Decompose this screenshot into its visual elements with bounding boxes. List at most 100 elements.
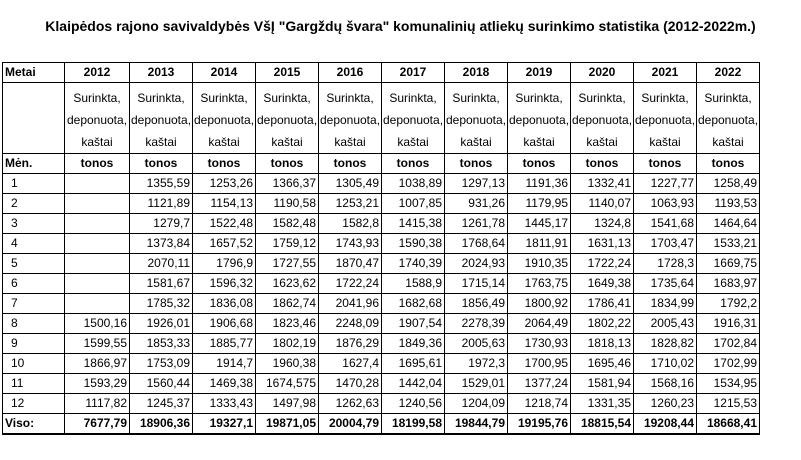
value-cell	[64, 213, 130, 234]
total-cell: 18906,36	[129, 413, 193, 435]
value-cell	[64, 253, 130, 274]
month-cell: 1	[2, 173, 65, 194]
month-cell: 4	[2, 233, 65, 254]
value-cell: 1063,93	[633, 193, 697, 214]
unit-cell: tonos	[129, 153, 193, 174]
year-header-2019: 2019	[507, 62, 571, 83]
value-cell: 1215,53	[696, 393, 760, 414]
value-cell: 1759,12	[255, 233, 319, 254]
description-cell: Surinkta, deponuota, kaštai	[444, 82, 508, 154]
value-cell: 1695,46	[570, 353, 634, 374]
value-cell: 1866,97	[64, 353, 130, 374]
month-cell: 7	[2, 293, 65, 314]
value-cell: 1500,16	[64, 313, 130, 334]
unit-cell: tonos	[696, 153, 760, 174]
year-header-2022: 2022	[696, 62, 760, 83]
value-cell: 1373,84	[129, 233, 193, 254]
value-cell: 1596,32	[192, 273, 256, 294]
value-cell: 1735,64	[633, 273, 697, 294]
value-cell: 1870,47	[318, 253, 382, 274]
month-cell: 10	[2, 353, 65, 374]
value-cell: 1743,93	[318, 233, 382, 254]
value-cell: 1786,41	[570, 293, 634, 314]
value-cell: 1910,35	[507, 253, 571, 274]
value-cell	[64, 233, 130, 254]
value-cell: 1740,39	[381, 253, 445, 274]
page-title: Klaipėdos rajono savivaldybės VšĮ "Gargž…	[45, 18, 756, 34]
description-cell: Surinkta, deponuota, kaštai	[255, 82, 319, 154]
value-cell: 1885,77	[192, 333, 256, 354]
total-cell: 18815,54	[570, 413, 634, 435]
unit-cell: tonos	[318, 153, 382, 174]
value-cell: 1533,21	[696, 233, 760, 254]
value-cell: 1700,95	[507, 353, 571, 374]
value-cell: 1856,49	[444, 293, 508, 314]
value-cell: 1695,61	[381, 353, 445, 374]
value-cell: 1121,89	[129, 193, 193, 214]
value-cell: 1802,19	[255, 333, 319, 354]
value-cell: 1154,13	[192, 193, 256, 214]
value-cell: 1649,38	[570, 273, 634, 294]
value-cell: 1140,07	[570, 193, 634, 214]
value-cell: 1470,28	[318, 373, 382, 394]
table-row: 11 1593,29 1560,44 1469,38 1674,575 1470,28 14…	[2, 373, 760, 394]
value-cell: 1768,64	[444, 233, 508, 254]
unit-cell: tonos	[255, 153, 319, 174]
value-cell: 1800,92	[507, 293, 571, 314]
value-cell: 1823,46	[255, 313, 319, 334]
total-cell: 19327,1	[192, 413, 256, 435]
year-header-2017: 2017	[381, 62, 445, 83]
value-cell: 1906,68	[192, 313, 256, 334]
table-row: 12 1117,82 1245,37 1333,43 1497,98 1262,63 124…	[2, 393, 760, 414]
year-header-2018: 2018	[444, 62, 508, 83]
value-cell: 1916,31	[696, 313, 760, 334]
value-cell: 1907,54	[381, 313, 445, 334]
value-cell: 1599,55	[64, 333, 130, 354]
value-cell: 1204,09	[444, 393, 508, 414]
year-header-2020: 2020	[570, 62, 634, 83]
value-cell	[64, 273, 130, 294]
value-cell: 1305,49	[318, 173, 382, 194]
value-cell: 2041,96	[318, 293, 382, 314]
table-row: 3 1279,7 1522,48 1582,48 1582,8 1415,38 1261,7…	[2, 213, 760, 234]
value-cell: 1262,63	[318, 393, 382, 414]
year-header-2014: 2014	[192, 62, 256, 83]
value-cell: 1849,36	[381, 333, 445, 354]
unit-cell: tonos	[570, 153, 634, 174]
value-cell: 1218,74	[507, 393, 571, 414]
value-cell: 1926,01	[129, 313, 193, 334]
table-row: 8 1500,16 1926,01 1906,68 1823,46 2248,09 1907…	[2, 313, 760, 334]
table-row: 7 1785,32 1836,08 1862,74 2041,96 1682,68 1856…	[2, 293, 760, 314]
value-cell: 1534,95	[696, 373, 760, 394]
unit-row-label: Mėn.	[2, 153, 65, 174]
unit-cell: tonos	[192, 153, 256, 174]
year-header-2015: 2015	[255, 62, 319, 83]
value-cell: 1191,36	[507, 173, 571, 194]
year-header-2012: 2012	[64, 62, 130, 83]
month-cell: 12	[2, 393, 65, 414]
value-cell: 1560,44	[129, 373, 193, 394]
value-cell: 1669,75	[696, 253, 760, 274]
statistics-table: Metai 2012 2013 2014 2015 2016 2017 2018 2019 20…	[2, 62, 760, 435]
value-cell: 1593,29	[64, 373, 130, 394]
value-cell: 1355,59	[129, 173, 193, 194]
year-header-row: Metai 2012 2013 2014 2015 2016 2017 2018 2019 20…	[2, 62, 760, 83]
total-cell: 18199,58	[381, 413, 445, 435]
unit-cell: tonos	[381, 153, 445, 174]
value-cell: 1683,97	[696, 273, 760, 294]
value-cell: 1763,75	[507, 273, 571, 294]
value-cell: 1715,14	[444, 273, 508, 294]
total-cell: 20004,79	[318, 413, 382, 435]
value-cell	[64, 293, 130, 314]
value-cell: 1190,58	[255, 193, 319, 214]
value-cell: 1836,08	[192, 293, 256, 314]
value-cell: 1828,82	[633, 333, 697, 354]
table-row: 2 1121,89 1154,13 1190,58 1253,21 1007,85 931,…	[2, 193, 760, 214]
year-header-2013: 2013	[129, 62, 193, 83]
value-cell: 1366,37	[255, 173, 319, 194]
month-cell: 8	[2, 313, 65, 334]
month-cell: 6	[2, 273, 65, 294]
header-label: Metai	[2, 62, 65, 83]
value-cell: 1853,33	[129, 333, 193, 354]
total-cell: 19195,76	[507, 413, 571, 435]
